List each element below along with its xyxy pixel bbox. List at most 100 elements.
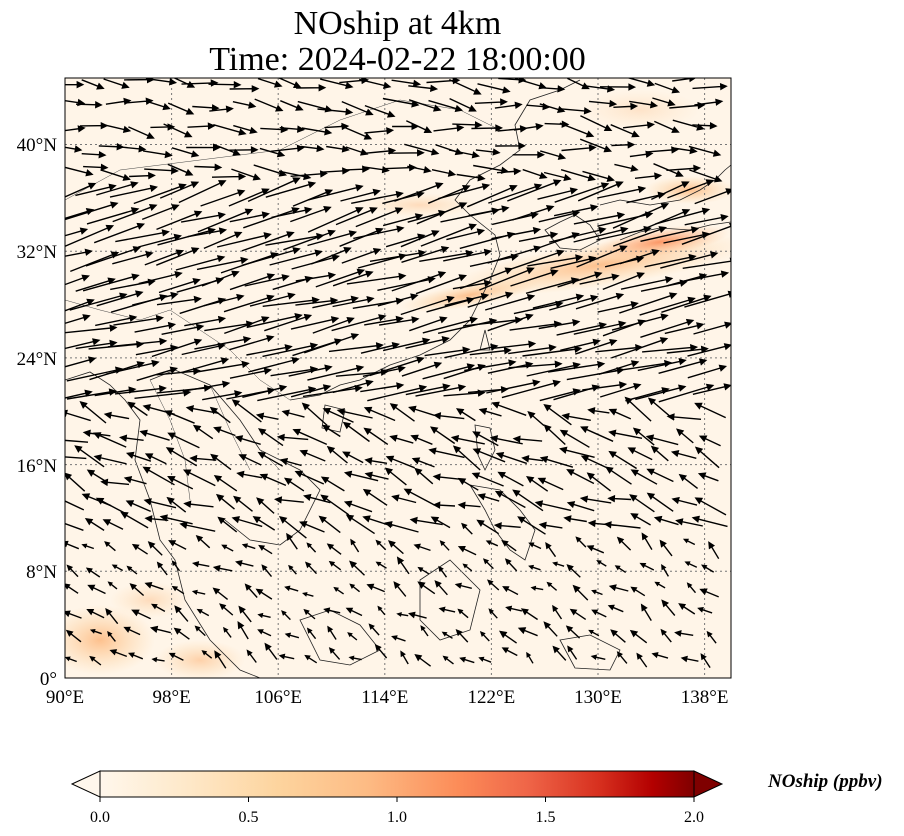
wind-arrow [259,473,287,487]
wind-arrow [213,474,238,492]
wind-arrow [433,124,465,132]
wind-arrow [321,424,341,438]
wind-arrow [196,256,249,271]
wind-arrow [142,150,173,159]
wind-arrow [332,379,374,394]
wind-arrow [455,629,469,643]
wind-arrow [349,560,365,576]
wind-arrow [687,343,731,357]
wind-arrow [65,248,93,257]
wind-arrow [147,101,171,111]
wind-arrow [579,273,620,285]
wind-arrow [93,454,127,465]
wind-arrow [552,645,567,661]
wind-arrow [265,232,325,246]
wind-arrow [450,434,485,445]
wind-arrow [111,564,124,572]
wind-arrow [303,493,331,504]
wind-arrow [228,188,270,207]
wind-arrow [69,292,128,311]
wind-arrow [528,542,542,550]
wind-arrow [65,629,82,643]
wind-arrow [650,445,669,462]
wind-arrow [96,290,144,307]
wind-arrow [409,316,448,332]
wind-arrow [128,126,155,139]
wind-arrow [229,146,259,154]
wind-arrow [202,390,243,401]
wind-arrow [278,78,302,89]
wind-arrow [339,227,384,247]
wind-arrow [688,145,722,157]
wind-arrow [454,582,472,589]
wind-arrow [194,625,206,637]
wind-arrow [401,361,443,377]
wind-arrow [666,413,702,421]
wind-arrow [65,274,90,286]
wind-arrow [326,445,348,464]
wind-arrow [675,428,694,444]
wind-arrow [611,313,669,331]
wind-arrow [65,456,87,460]
wind-arrow [572,584,589,601]
wind-arrow [151,338,203,358]
wind-arrow [611,141,636,149]
wind-arrow [215,493,235,510]
wind-arrow [258,544,273,555]
chart-title-line2: Time: 2024-02-22 18:00:00 [209,41,586,78]
wind-arrow [65,145,83,153]
wind-arrow [149,625,171,634]
wind-arrow [567,645,578,660]
wind-arrow [573,226,629,243]
wind-arrow [590,654,606,661]
wind-arrow [417,581,436,595]
wind-arrow [471,472,504,487]
wind-arrow [213,426,236,437]
wind-arrow [527,254,584,267]
wind-arrow [698,435,721,447]
wind-arrow [312,316,355,334]
wind-arrow [457,608,469,619]
wind-arrow [559,122,595,138]
wind-arrow [351,190,404,204]
wind-arrow [221,544,234,552]
wind-arrow [86,469,108,483]
wind-arrow [255,588,273,600]
wind-vectors [65,78,731,669]
wind-arrow [610,629,626,643]
wind-arrow [693,321,731,335]
wind-arrow [497,471,524,487]
wind-arrow [100,478,130,487]
wind-arrow [353,225,405,240]
wind-arrow [271,206,313,219]
wind-arrow [210,453,232,471]
wind-arrow [530,585,544,591]
wind-arrow [444,292,490,307]
wind-arrow [212,143,241,156]
wind-arrow [229,367,272,379]
wind-arrow [682,538,696,546]
wind-arrow [520,608,538,621]
wind-arrow [433,412,465,420]
wind-arrow [694,98,724,106]
wind-arrow [472,448,506,463]
wind-arrow [612,226,668,247]
wind-arrow [201,650,213,659]
wind-arrow [264,642,278,660]
wind-arrow [96,181,139,196]
wind-arrow [254,98,284,112]
wind-arrow [166,496,187,513]
wind-arrow [543,424,566,446]
wind-arrow [414,467,434,485]
wind-arrow [408,405,435,417]
wind-arrow [114,385,167,395]
wind-arrow [345,514,375,535]
wind-arrow [81,79,105,90]
wind-arrow [369,356,425,377]
wind-arrow [666,164,702,173]
wind-arrow [65,227,89,237]
wind-arrow [109,649,128,658]
wind-arrow [233,124,258,134]
wind-arrow [85,567,101,578]
wind-arrow [461,522,473,535]
